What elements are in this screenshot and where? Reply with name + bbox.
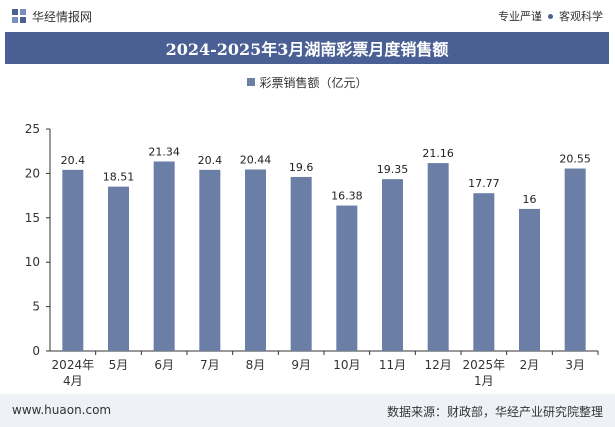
x-tick-labels: 2024年 4月 5月 6月 7月 8月 9月 10月 11月 12月 2025年 1月 2月 3月 xyxy=(52,358,585,388)
axes xyxy=(46,128,599,355)
y-tick-label: 0 xyxy=(32,344,40,358)
bar xyxy=(62,169,84,351)
bar xyxy=(245,169,266,351)
legend-label: 彩票销售额（亿元） xyxy=(259,75,368,90)
bar xyxy=(564,168,586,351)
value-label: 19.35 xyxy=(377,163,409,176)
title-band: 2024-2025年3月湖南彩票月度销售额 xyxy=(5,32,609,64)
value-label: 18.51 xyxy=(103,171,135,184)
tagline-right: 客观科学 xyxy=(559,10,603,23)
chart-title: 2024-2025年3月湖南彩票月度销售额 xyxy=(165,40,449,59)
top-bar: 华经情报网 专业严谨 客观科学 xyxy=(0,0,615,32)
bar xyxy=(199,169,221,351)
x-tick-label: 7月 xyxy=(200,358,220,372)
x-tick-label: 3月 xyxy=(565,358,585,372)
bar xyxy=(336,205,358,351)
tagline-left: 专业严谨 xyxy=(498,10,542,23)
tagline: 专业严谨 客观科学 xyxy=(498,7,603,25)
bar xyxy=(427,163,449,351)
value-label: 16 xyxy=(523,193,537,206)
brand-name: 华经情报网 xyxy=(32,9,93,24)
value-label: 20.44 xyxy=(240,153,272,166)
x-tick-label: 2024年 4月 xyxy=(52,358,95,388)
x-tick-label: 8月 xyxy=(246,358,266,372)
value-label: 17.77 xyxy=(468,177,500,190)
y-tick-label: 25 xyxy=(25,122,40,136)
legend: 彩票销售额（亿元） xyxy=(0,72,615,92)
dot-icon xyxy=(548,13,553,19)
value-label: 20.55 xyxy=(559,153,591,166)
y-tick-labels: 0 5 10 15 20 25 xyxy=(25,122,40,358)
y-tick-label: 20 xyxy=(25,166,40,180)
x-tick-label: 9月 xyxy=(291,358,311,372)
brand: 华经情报网 xyxy=(12,7,92,25)
footer-source: 数据来源：财政部，华经产业研究院整理 xyxy=(386,405,603,419)
x-tick-label: 2月 xyxy=(520,358,540,372)
x-tick-label: 5月 xyxy=(109,358,129,372)
x-tick-label: 12月 xyxy=(425,358,452,372)
footer-site: www.huaon.com xyxy=(12,403,112,417)
bar-chart: 20.4 18.51 21.34 20.4 20.44 19.6 16.38 19.35 21.… xyxy=(25,122,599,388)
legend-swatch xyxy=(247,78,256,86)
value-label: 19.6 xyxy=(289,161,314,174)
value-label: 20.4 xyxy=(61,154,86,167)
value-label: 21.16 xyxy=(422,147,454,160)
y-tick-label: 10 xyxy=(25,255,40,269)
bars xyxy=(62,161,586,351)
value-labels: 20.4 18.51 21.34 20.4 20.44 19.6 16.38 19.35 21.… xyxy=(61,146,591,206)
value-label: 20.4 xyxy=(198,154,223,167)
x-tick-label: 6月 xyxy=(154,358,174,372)
x-tick-label: 2025年 1月 xyxy=(463,358,506,388)
bar xyxy=(473,193,495,351)
x-tick-label: 10月 xyxy=(333,358,360,372)
bar xyxy=(290,176,312,351)
x-tick-label: 11月 xyxy=(379,358,406,372)
bar xyxy=(108,186,129,351)
bar xyxy=(519,208,540,351)
bar xyxy=(382,179,403,351)
value-label: 21.34 xyxy=(148,146,180,159)
logo-icon xyxy=(12,9,26,23)
footer: www.huaon.com 数据来源：财政部，华经产业研究院整理 xyxy=(0,394,615,427)
bar xyxy=(153,161,175,351)
y-tick-label: 15 xyxy=(25,211,40,225)
value-label: 16.38 xyxy=(331,190,363,203)
y-tick-label: 5 xyxy=(32,300,40,314)
